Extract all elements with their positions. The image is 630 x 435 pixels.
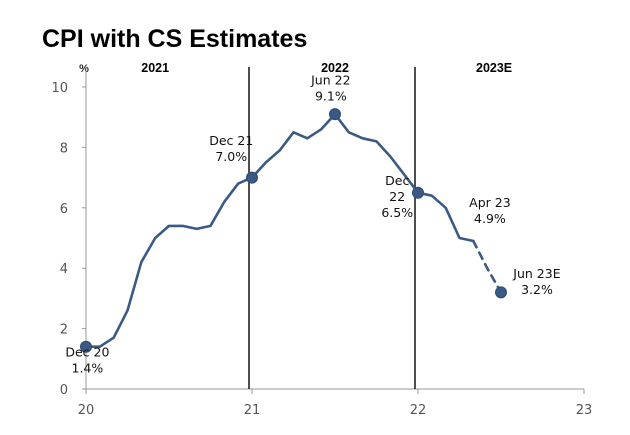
y-tick-label: 2 — [60, 323, 68, 338]
data-point-marker — [80, 340, 92, 353]
data-label: 1.4% — [72, 360, 104, 375]
x-tick-label: 21 — [244, 403, 261, 418]
x-tick-label: 22 — [410, 403, 427, 418]
chart-title: CPI with CS Estimates — [42, 25, 307, 53]
data-label: 6.5% — [381, 205, 413, 220]
data-label: Dec 20 — [65, 344, 109, 359]
data-point-marker — [329, 108, 341, 121]
y-axis-unit: % — [79, 63, 89, 75]
data-label: Jun 22 — [310, 73, 350, 88]
data-point-marker — [495, 286, 507, 299]
y-tick-label: 8 — [60, 141, 68, 156]
y-tick-label: 6 — [60, 202, 68, 217]
data-point-marker — [246, 171, 258, 184]
x-tick-label: 20 — [78, 403, 95, 418]
data-label: 7.0% — [215, 149, 247, 164]
data-label: 3.2% — [521, 282, 553, 297]
data-label: 4.9% — [474, 211, 506, 226]
period-label: 2021 — [141, 61, 169, 75]
data-label: Dec — [385, 173, 409, 188]
data-label: Dec 21 — [209, 133, 253, 148]
actual-series-line — [84, 112, 475, 348]
period-label: 2023E — [476, 61, 512, 75]
data-label: 9.1% — [315, 89, 347, 104]
x-tick-label: 23 — [576, 403, 593, 418]
period-label: 2022 — [321, 61, 349, 75]
y-tick-label: 4 — [60, 262, 68, 277]
data-label: Apr 23 — [469, 195, 511, 210]
y-tick-label: 0 — [60, 383, 68, 398]
data-point-marker — [412, 186, 424, 199]
estimate-series-line — [472, 239, 503, 294]
data-label: 22 — [389, 189, 405, 204]
data-label: Jun 23E — [512, 266, 560, 281]
y-tick-label: 10 — [51, 81, 68, 96]
